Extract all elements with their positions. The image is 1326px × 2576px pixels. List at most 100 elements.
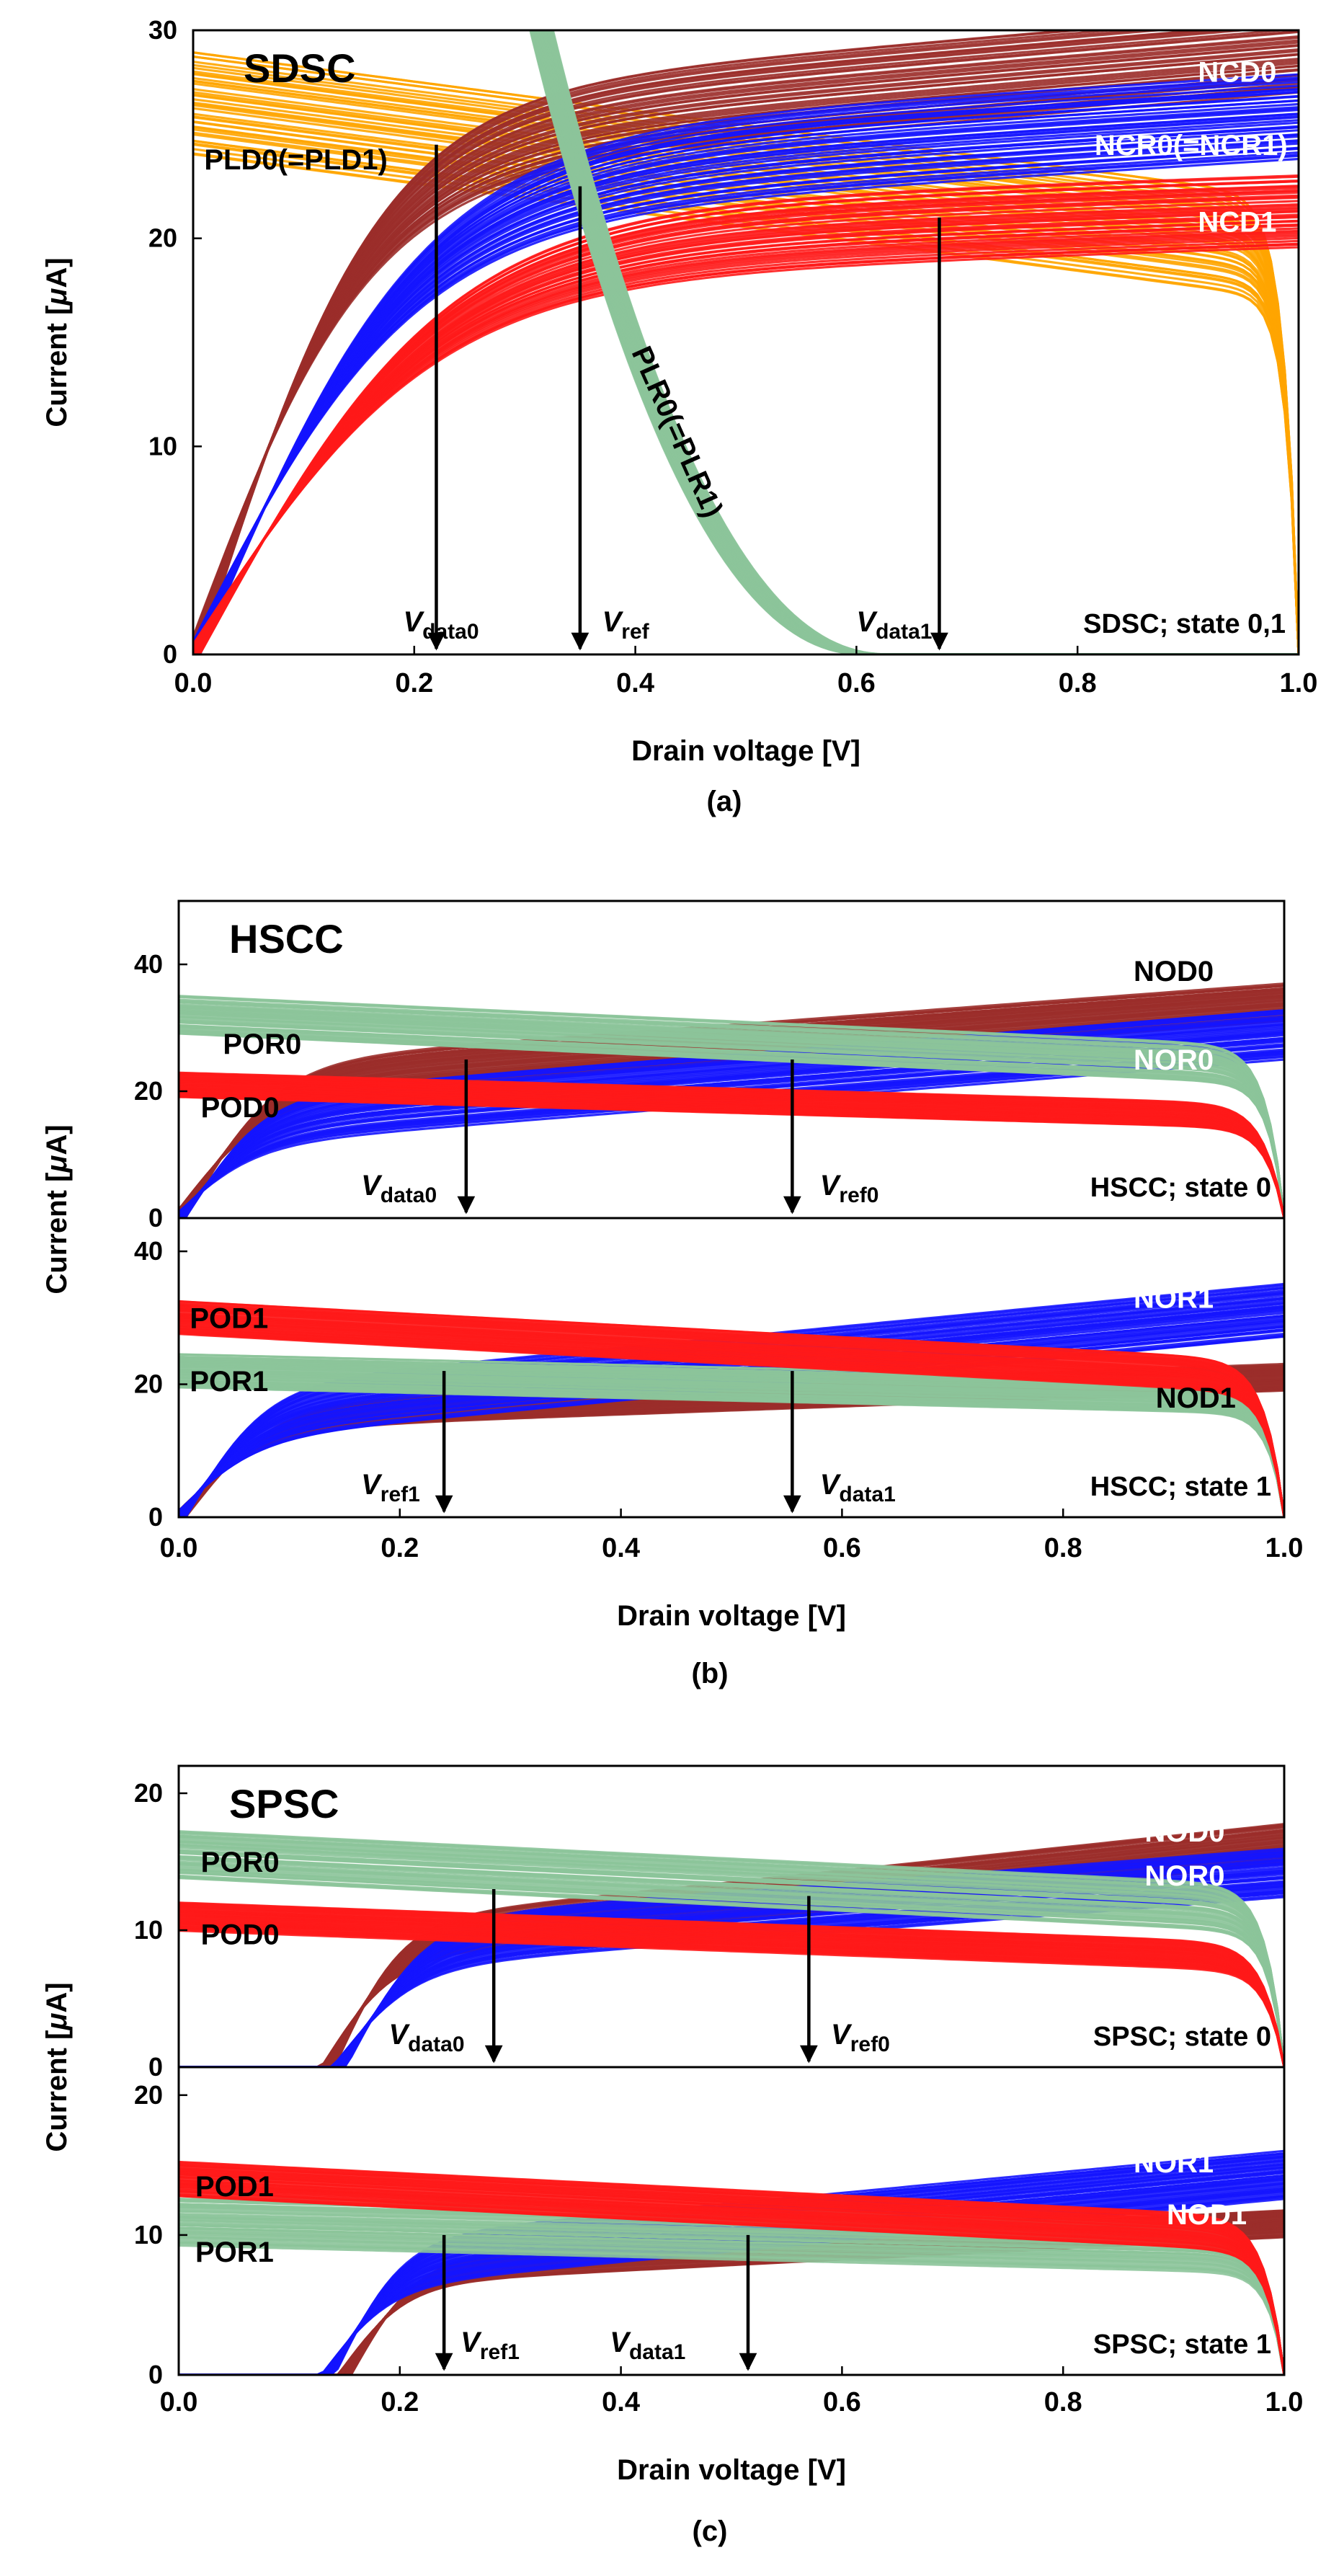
curve-ncr0-ncr1-	[193, 95, 1299, 654]
curve-por0	[179, 1850, 1284, 2067]
subplot-c-0: 0 10 20 SPSC SPSC; state 0 NOD0 NOR0 POR0 POD0 Vd…	[134, 1764, 1286, 2082]
curve-por1	[179, 1365, 1284, 1517]
curve-por0	[179, 1874, 1284, 2067]
y-tick-label: 10	[148, 431, 177, 461]
chart-title: HSCC	[229, 916, 344, 961]
voltage-label: Vref0	[831, 2019, 890, 2056]
series-label: POR0	[201, 1847, 280, 1878]
y-tick-label: 0	[148, 2052, 163, 2082]
curve-por0	[179, 1008, 1284, 1218]
voltage-label: Vref	[602, 606, 650, 644]
curve-ncd0	[193, 58, 1299, 652]
curve-nor1	[179, 1312, 1284, 1517]
curve-por0	[179, 1844, 1284, 2067]
x-tick-label: 0.0	[174, 668, 213, 698]
curve-por0	[179, 995, 1284, 1218]
series-por0	[179, 995, 1284, 1218]
y-axis-label: Current [μA]	[41, 1124, 73, 1294]
curve-pod1	[179, 1318, 1284, 1517]
x-tick-label: 0.4	[616, 668, 654, 698]
curve-pod0	[179, 1903, 1284, 2067]
state-label: HSCC; state 1	[1090, 1472, 1271, 1502]
curve-por0	[179, 1017, 1284, 1218]
x-tick-label: 0.2	[381, 1533, 419, 1563]
state-label: HSCC; state 0	[1090, 1173, 1271, 1203]
curve-por1	[179, 1369, 1284, 1517]
curve-ncd0	[193, 48, 1299, 654]
curve-pod1	[179, 2175, 1284, 2375]
series-ncr0-ncr1-	[193, 73, 1299, 654]
curve-por0	[179, 1032, 1284, 1218]
state-label: SPSC; state 1	[1093, 2329, 1271, 2360]
curve-ncr0-ncr1-	[193, 147, 1299, 646]
curve-pod1	[179, 1300, 1284, 1517]
curve-por0	[179, 1865, 1284, 2067]
curve-por0	[179, 1871, 1284, 2067]
curve-pod1	[179, 2181, 1284, 2375]
y-axis-label: Current [μA]	[41, 1982, 73, 2151]
curve-por0	[179, 1840, 1284, 2067]
curve-ncd1	[193, 185, 1299, 654]
x-tick-label: 0.6	[823, 1533, 861, 1563]
x-axis-label: Drain voltage [V]	[631, 735, 860, 767]
curve-pod1	[179, 1321, 1284, 1517]
curve-por1	[179, 2240, 1284, 2375]
curve-por0	[179, 1867, 1284, 2067]
curve-pod0	[179, 1092, 1284, 1218]
plot-frame	[192, 29, 1300, 656]
plot-frame	[177, 2066, 1286, 2376]
plot-frame	[177, 1217, 1286, 1519]
curve-por0	[179, 1029, 1284, 1218]
chart-a: 0 10 20 30 SDSC SDSC; state 0,1 NCD0 NCR0(=NCR1…	[41, 15, 1317, 817]
y-tick-label: 10	[134, 2220, 163, 2249]
subplot-c-1: 0 10 20 SPSC; state 1 NOR1 NOD1 POD1 POR1 Vref1 V…	[134, 2066, 1286, 2389]
x-tick-label: 0.0	[160, 1533, 198, 1563]
panel-label: (a)	[707, 786, 742, 817]
curve-por0	[179, 1862, 1284, 2067]
y-tick-label: 20	[134, 1369, 163, 1399]
curve-por1	[179, 1374, 1284, 1517]
x-tick-label: 0.0	[160, 2387, 198, 2417]
curve-pld0-pld1-	[193, 51, 1299, 654]
curve-por0	[179, 1858, 1284, 2067]
curve-por1	[179, 1386, 1284, 1517]
curve-pod1	[179, 2179, 1284, 2375]
series-label: NOD0	[1134, 956, 1214, 987]
voltage-label: Vdata1	[610, 2327, 685, 2364]
curve-por1	[179, 1372, 1284, 1517]
curve-pod1	[179, 1319, 1284, 1517]
series-label: POR1	[195, 2237, 274, 2268]
curve-ncd0	[193, 35, 1299, 654]
curve-nod0	[179, 1823, 1284, 2067]
curve-ncd1	[193, 174, 1299, 654]
subplot-b-1: 0 20 40 HSCC; state 1 NOR1 NOD1 POD1 POR1 Vref1 V…	[134, 1217, 1286, 1532]
y-tick-label: 0	[148, 1203, 163, 1233]
curve-por1	[179, 2229, 1284, 2375]
curve-por0	[179, 1836, 1284, 2067]
y-tick-label: 20	[148, 223, 177, 253]
series-label: NOR0	[1144, 1860, 1224, 1892]
curve-por0	[179, 1849, 1284, 2067]
x-tick-label: 0.2	[381, 2387, 419, 2417]
series-label: POR0	[223, 1029, 301, 1060]
x-tick-label: 0.8	[1044, 2387, 1082, 2417]
x-tick-label: 0.8	[1059, 668, 1097, 698]
curve-por0	[179, 1018, 1284, 1218]
curve-pod0	[179, 1076, 1284, 1218]
curve-por0	[179, 1839, 1284, 2067]
y-tick-label: 20	[134, 2080, 163, 2110]
x-axis-label: Drain voltage [V]	[617, 2454, 846, 2486]
series-label: NOD1	[1156, 1382, 1236, 1414]
curve-pod1	[179, 2176, 1284, 2375]
curve-pod1	[179, 1311, 1284, 1517]
x-tick-label: 0.2	[395, 668, 433, 698]
curve-ncr0-ncr1-	[193, 133, 1299, 650]
series-label: PLR0(=PLR1)	[626, 342, 729, 522]
curve-pod1	[179, 2188, 1284, 2375]
curve-pod0	[179, 1088, 1284, 1218]
x-tick-label: 0.4	[602, 1533, 640, 1563]
series-label: NCR0(=NCR1)	[1095, 130, 1288, 161]
curve-por1	[179, 2244, 1284, 2375]
curve-pod1	[179, 2167, 1284, 2375]
